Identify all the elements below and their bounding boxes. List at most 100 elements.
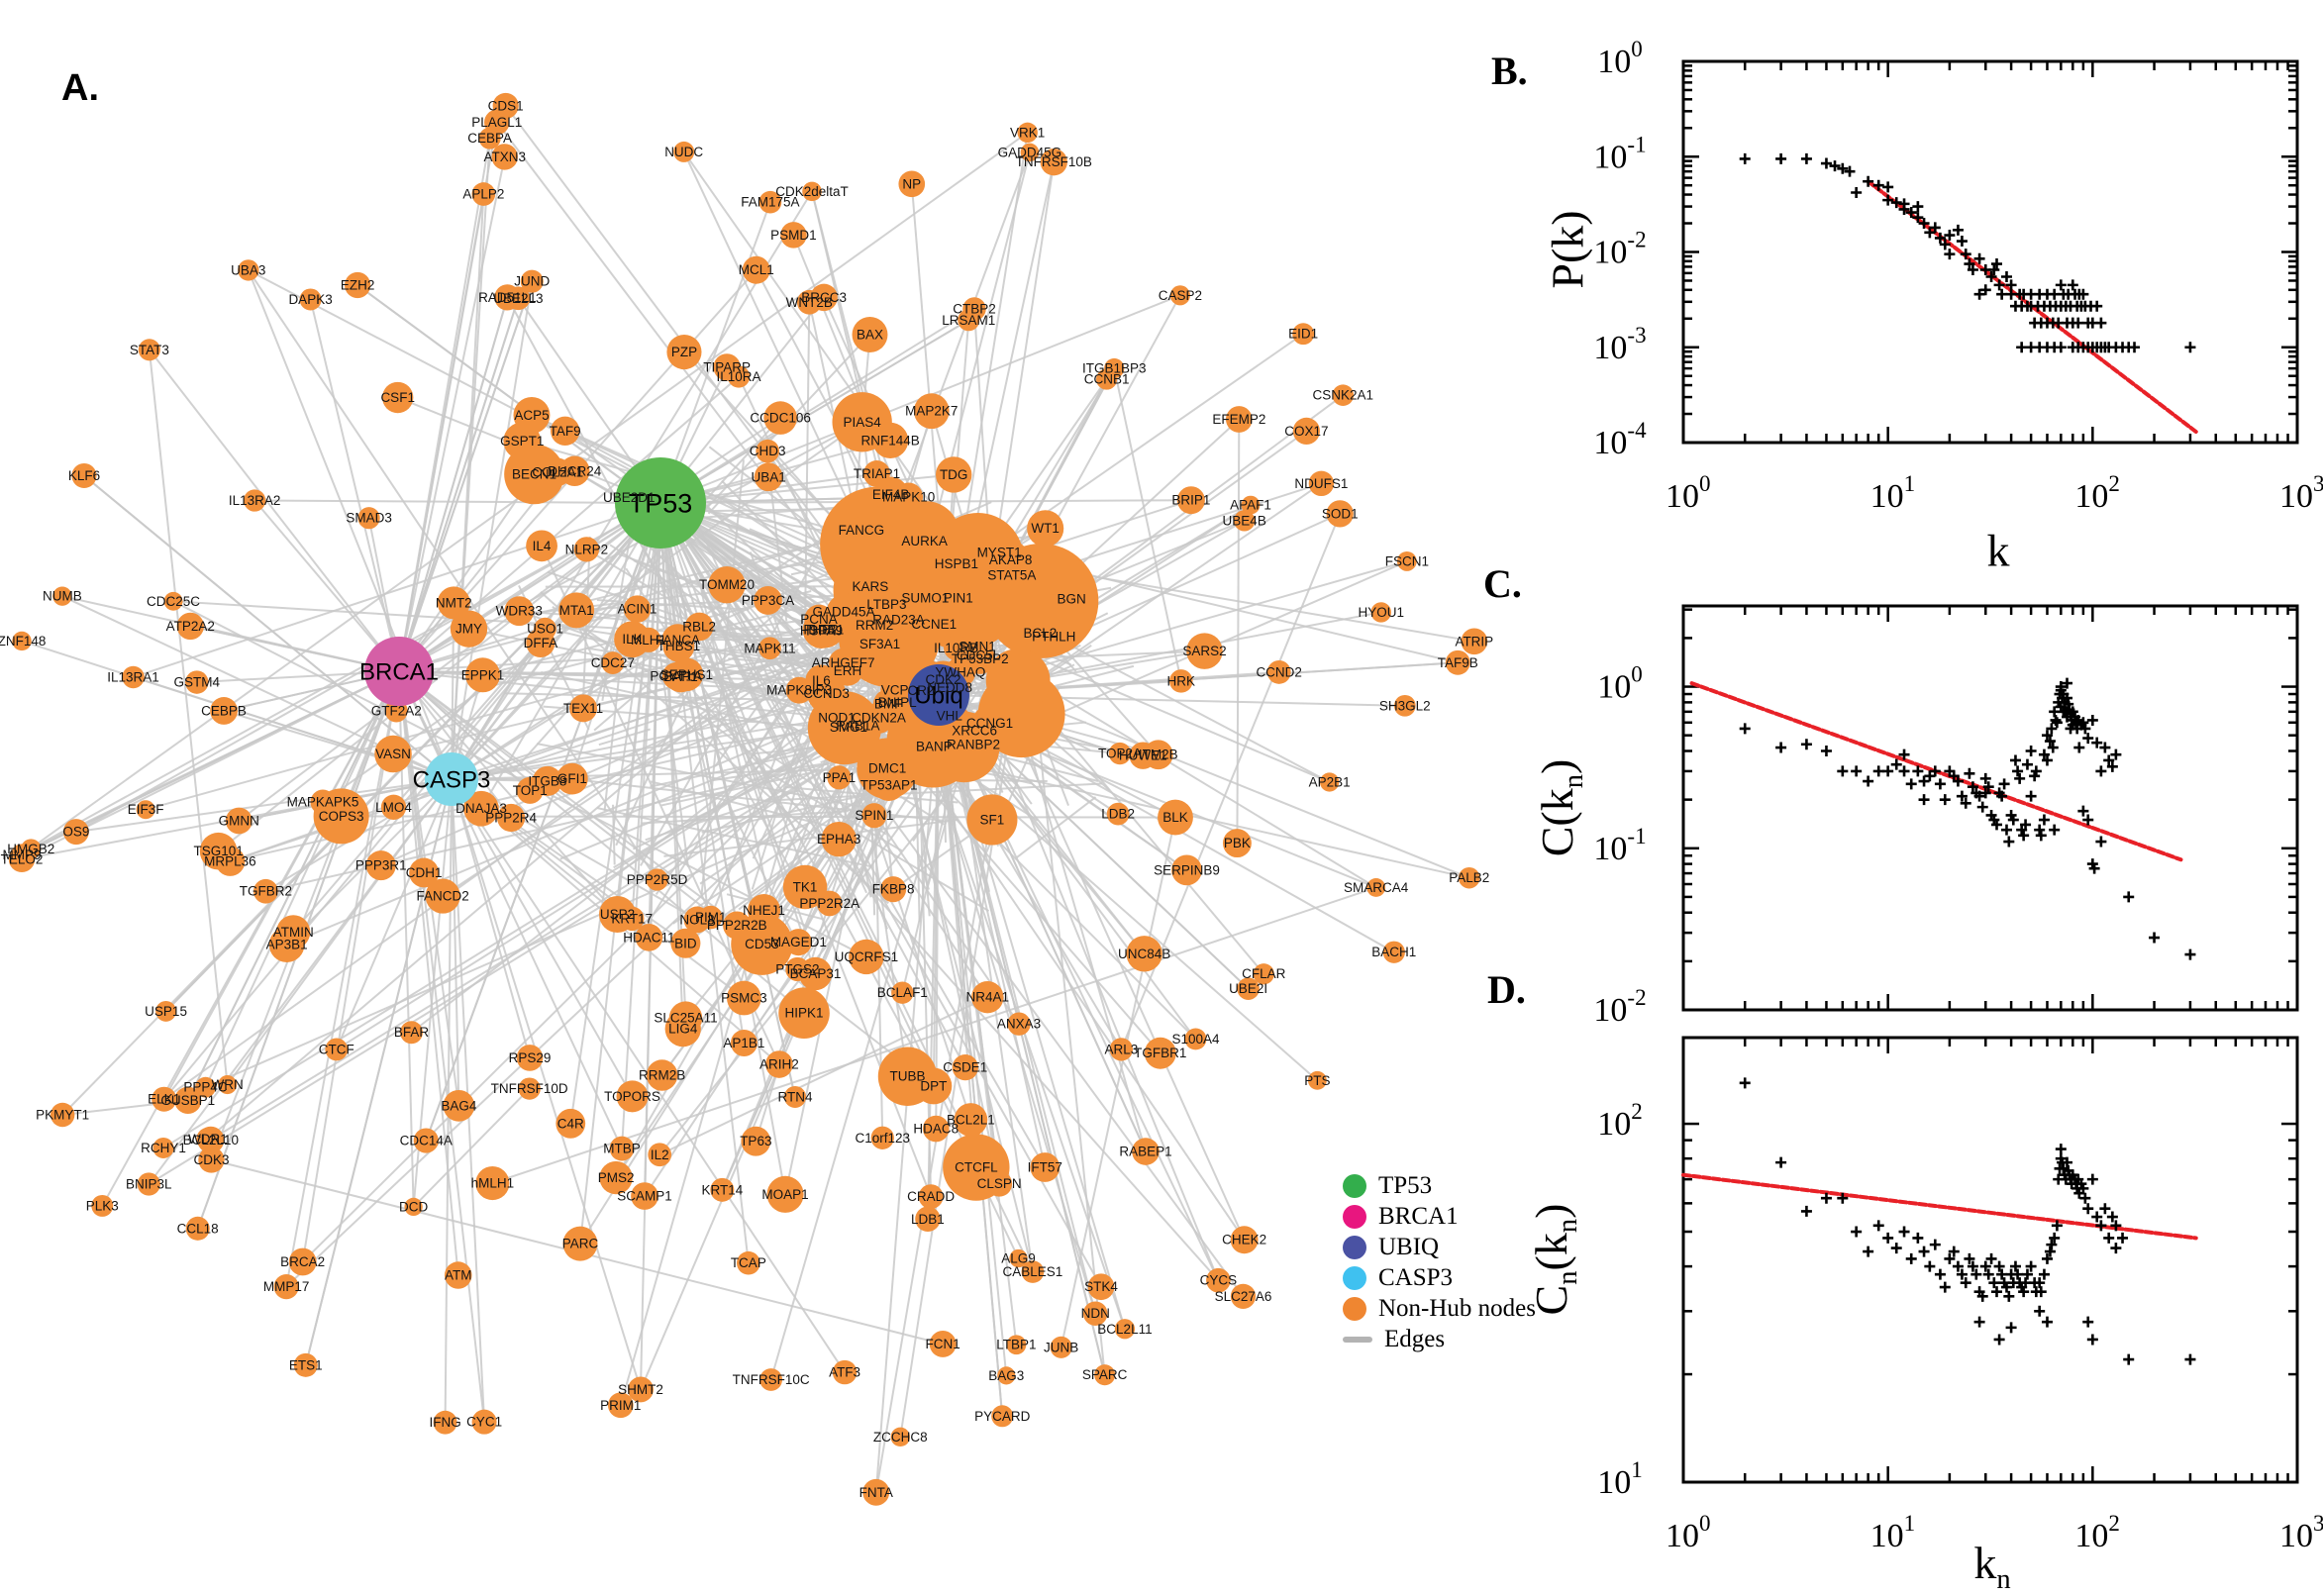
gene-node <box>1292 417 1320 445</box>
gene-node-label: BID <box>674 936 697 950</box>
gene-node <box>759 1368 783 1391</box>
gene-node-label: TELO2 <box>1 851 44 866</box>
gene-node <box>1144 1037 1176 1069</box>
gene-node <box>357 507 380 530</box>
scatter-point <box>2129 342 2141 353</box>
scatter-point <box>2117 1232 2129 1244</box>
scatter-point <box>2041 1316 2053 1328</box>
gene-node <box>758 637 781 660</box>
legend-label: UBIQ <box>1378 1234 1440 1260</box>
gene-node-label: LDB2 <box>1101 807 1135 822</box>
gene-node-label: CDK2 <box>925 672 960 687</box>
gene-node-label: WNT2B <box>786 295 833 310</box>
gene-node-label: ATRIP <box>1455 634 1493 648</box>
gene-node-label: GTF2A2 <box>371 704 422 719</box>
gene-node-label: CDC14A <box>400 1134 453 1148</box>
scatter-point <box>2086 1173 2098 1185</box>
hub-node-brca1 <box>364 637 434 706</box>
scatter-point <box>1890 758 1902 770</box>
hub-node-casp3 <box>425 752 478 806</box>
gene-node-label: AP1B1 <box>723 1036 764 1050</box>
scatter-point <box>1934 232 1946 244</box>
gene-node-label: PHB2 <box>803 623 838 638</box>
gene-node <box>1169 669 1193 693</box>
scatter-point <box>1820 746 1832 757</box>
gene-node-label: ETS1 <box>289 1357 323 1372</box>
scatter-point <box>1905 778 1917 790</box>
gene-node <box>913 393 950 430</box>
scatter-point <box>1988 1277 2000 1289</box>
scatter-point <box>1775 152 1787 164</box>
scatter-point <box>2000 270 2012 282</box>
gene-node-label: FAM175A <box>741 195 799 210</box>
scatter-point <box>1964 258 1975 270</box>
scatter-point <box>1967 781 1978 793</box>
scatter-point <box>2055 1144 2067 1155</box>
gene-node-label: PPP2R2B <box>707 918 767 933</box>
gene-node-label: PPP3CA <box>742 593 794 608</box>
gene-node <box>1009 1248 1028 1268</box>
gene-node-label: CYC1 <box>466 1415 502 1430</box>
tick-label: 103 <box>2279 471 2323 515</box>
scatter-point <box>1929 765 1941 777</box>
tick-label: 101 <box>1597 1457 1643 1501</box>
tick-label: 102 <box>2074 471 2120 515</box>
gene-node <box>1158 799 1193 836</box>
gene-node-label: BRCC3 <box>801 290 847 305</box>
gene-node <box>185 670 209 694</box>
gene-node-label: HRK <box>1167 673 1196 688</box>
gene-node <box>400 1021 423 1045</box>
scatter-point <box>2030 765 2042 777</box>
plot-frame <box>1681 59 2299 445</box>
gene-node-label: SHMT2 <box>618 1382 663 1397</box>
scatter-point <box>2049 706 2061 718</box>
gene-node <box>382 381 414 414</box>
gene-node-label: PZP <box>671 345 697 359</box>
gene-node <box>215 846 246 876</box>
gene-node-label: TP63 <box>740 1134 771 1148</box>
gene-node <box>821 821 857 857</box>
gene-node <box>911 584 940 613</box>
gene-node-label: AP2B1 <box>1309 774 1351 789</box>
gene-node <box>196 1127 220 1150</box>
legend-item-brca1: BRCA1 <box>1343 1201 1570 1232</box>
gene-node-label: VCP <box>881 683 909 698</box>
gene-node-label: TOPORS <box>604 1089 660 1104</box>
gene-node <box>601 651 625 674</box>
gene-node <box>1056 583 1087 615</box>
legend-label: TP53 <box>1378 1172 1433 1199</box>
legend-label: Non-Hub nodes <box>1378 1295 1537 1322</box>
scatter-point <box>1918 1246 1930 1257</box>
gene-node-label: SLC25A11 <box>654 1011 717 1026</box>
gene-node-label: MAPK11 <box>744 641 795 655</box>
panel-b-xlabel: k <box>1986 525 2010 576</box>
legend-label: CASP3 <box>1378 1264 1454 1291</box>
gene-node <box>863 460 890 488</box>
gene-node <box>484 109 510 136</box>
tick-label: 100 <box>1666 471 1711 515</box>
gene-node <box>1007 1012 1031 1036</box>
gene-node-label: ATXN3 <box>483 150 526 164</box>
gene-node-label: ATM <box>445 1268 472 1283</box>
gene-node <box>915 1067 953 1105</box>
scatter-point <box>2088 862 2100 874</box>
gene-node-label: PBK <box>1224 836 1251 850</box>
gene-node-label: BANP <box>916 740 953 754</box>
scatter-point <box>1872 179 1884 191</box>
gene-node <box>922 1115 950 1143</box>
gene-node-label: SMAD3 <box>346 511 392 526</box>
legend-item-edges: Edges <box>1343 1324 1570 1354</box>
gene-node-label: GSTM4 <box>174 675 221 690</box>
gene-node <box>943 1134 1010 1201</box>
gene-node <box>802 611 840 648</box>
gene-node <box>1143 740 1173 770</box>
scatter-point <box>1979 772 1991 784</box>
gene-node-label: PKMYT1 <box>36 1108 89 1123</box>
gene-node <box>782 864 828 910</box>
gene-node <box>1332 384 1355 407</box>
gene-node-label: BMF <box>874 697 903 712</box>
panel-b-label: B. <box>1491 49 1528 93</box>
gene-node-label: BFAR <box>394 1025 430 1040</box>
gene-node-label: UBE2D1 <box>603 490 656 505</box>
gene-node-label: ZCCHC8 <box>873 1430 928 1445</box>
